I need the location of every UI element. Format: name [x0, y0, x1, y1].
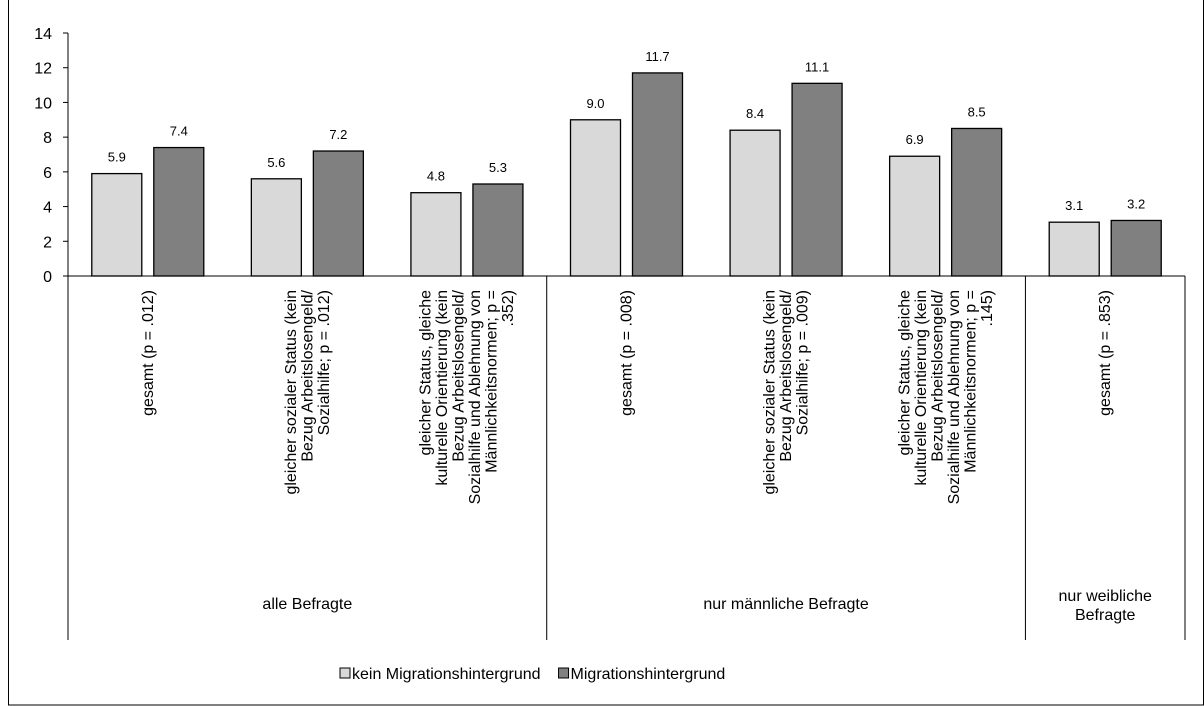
x-tick-label: gesamt (p = .853) — [1097, 290, 1114, 416]
value-label: 3.1 — [1065, 198, 1083, 213]
y-tick-label: 8 — [43, 130, 52, 147]
value-label: 4.8 — [427, 169, 445, 184]
value-label: 7.2 — [329, 127, 347, 142]
chart-frame — [8, 0, 1204, 706]
bar — [791, 82, 843, 277]
bar — [950, 127, 1003, 277]
value-label: 9.0 — [586, 96, 604, 111]
x-tick-label: gesamt (p = .008) — [619, 290, 636, 416]
value-label: 5.6 — [267, 155, 285, 170]
bar — [410, 192, 462, 277]
x-tick-label: kulturelle Orientierung (kein — [913, 290, 930, 486]
value-label: 8.5 — [968, 104, 986, 119]
x-tick-label: Bezug Arbeitslosengeld/ — [451, 289, 468, 461]
x-tick-label: Bezug Arbeitslosengeld/ — [778, 289, 795, 461]
bar — [1048, 221, 1100, 277]
value-label: 5.9 — [108, 150, 126, 165]
value-label: 11.1 — [805, 59, 829, 74]
value-label: 5.3 — [489, 160, 507, 175]
bar — [631, 72, 684, 277]
bar — [312, 150, 365, 277]
legend-label: kein Migrationshintergrund — [352, 666, 541, 683]
legend-swatch — [558, 667, 570, 679]
x-tick-label: Sozialhilfe; p = .012) — [316, 290, 333, 435]
bar — [569, 119, 622, 277]
x-tick-label: kulturelle Orientierung (kein — [434, 290, 451, 486]
y-tick-label: 4 — [43, 200, 52, 217]
y-tick-label: 12 — [34, 61, 52, 78]
value-label: 6.9 — [906, 132, 924, 147]
value-label: 7.4 — [170, 124, 188, 139]
legend-swatch — [339, 667, 351, 679]
y-tick-label: 6 — [43, 165, 52, 182]
bar — [888, 155, 941, 277]
x-tick-label: Männlichkeitsnormen; p = — [962, 290, 979, 473]
x-tick-label: Bezug Arbeitslosengeld/ — [299, 289, 316, 461]
y-tick-label: 10 — [34, 95, 52, 112]
x-tick-label: .145) — [979, 290, 996, 326]
bar — [250, 178, 303, 277]
legend-label: Migrationshintergrund — [571, 666, 726, 683]
y-tick-label: 2 — [43, 234, 52, 251]
value-label: 8.4 — [746, 106, 764, 121]
group-label: nur männliche Befragte — [703, 596, 869, 613]
x-tick-label: gleicher Status, gleiche — [418, 290, 435, 456]
group-label: Befragte — [1075, 607, 1136, 624]
x-tick-label: gleicher sozialer Status (kein — [283, 290, 300, 495]
x-tick-label: .352) — [500, 290, 517, 326]
group-label: nur weibliche — [1059, 588, 1152, 605]
value-label: 11.7 — [645, 49, 669, 64]
bar — [472, 183, 524, 277]
x-tick-label: Sozialhilfe und Ablehnung von — [467, 290, 484, 504]
x-tick-label: gesamt (p = .012) — [140, 290, 157, 416]
x-tick-label: Männlichkeitsnormen; p = — [484, 290, 501, 473]
bar — [729, 129, 781, 277]
y-tick-label: 0 — [43, 269, 52, 286]
y-tick-label: 14 — [34, 26, 52, 43]
bar — [91, 172, 143, 277]
x-tick-label: gleicher Status, gleiche — [896, 290, 913, 456]
group-label: alle Befragte — [262, 596, 352, 613]
x-tick-label: Sozialhilfe und Ablehnung von — [946, 290, 963, 504]
bar — [1110, 219, 1162, 277]
value-label: 3.2 — [1127, 196, 1145, 211]
x-tick-label: Sozialhilfe; p = .009) — [795, 290, 812, 435]
x-tick-label: gleicher sozialer Status (kein — [762, 290, 779, 495]
bar — [153, 146, 205, 277]
x-tick-label: Bezug Arbeitslosengeld/ — [929, 289, 946, 461]
